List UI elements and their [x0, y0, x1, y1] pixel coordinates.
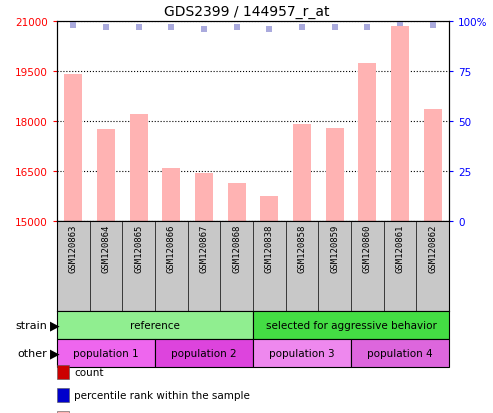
- Bar: [423, 110, 442, 221]
- Text: population 3: population 3: [269, 348, 335, 358]
- Bar: [351, 339, 449, 367]
- Text: GSM120860: GSM120860: [363, 224, 372, 273]
- Bar: [57, 311, 253, 339]
- Point: [200, 26, 208, 33]
- Text: GSM120858: GSM120858: [297, 224, 307, 273]
- Text: population 2: population 2: [171, 348, 237, 358]
- Bar: [228, 183, 246, 221]
- Bar: [326, 128, 344, 221]
- Bar: [65, 75, 82, 221]
- Text: GSM120865: GSM120865: [134, 224, 143, 273]
- Text: count: count: [74, 368, 104, 377]
- Point: [70, 23, 77, 29]
- Bar: [130, 115, 147, 221]
- Point: [168, 25, 176, 31]
- Text: GSM120862: GSM120862: [428, 224, 437, 273]
- Text: population 1: population 1: [73, 348, 139, 358]
- Point: [265, 26, 273, 33]
- Bar: [97, 130, 115, 221]
- Bar: [253, 311, 449, 339]
- Bar: [162, 168, 180, 221]
- Bar: [293, 125, 311, 221]
- Bar: [155, 339, 253, 367]
- Text: other: other: [17, 348, 47, 358]
- Bar: [195, 173, 213, 221]
- Bar: [253, 339, 351, 367]
- Bar: [358, 64, 376, 221]
- Text: GSM120867: GSM120867: [200, 224, 209, 273]
- Point: [396, 21, 404, 27]
- Bar: [391, 27, 409, 221]
- Text: strain: strain: [15, 320, 47, 330]
- Text: GSM120863: GSM120863: [69, 224, 78, 273]
- Point: [363, 25, 371, 31]
- Text: population 4: population 4: [367, 348, 433, 358]
- Text: reference: reference: [130, 320, 180, 330]
- Text: ▶: ▶: [50, 319, 59, 332]
- Point: [233, 25, 241, 31]
- Text: GSM120838: GSM120838: [265, 224, 274, 273]
- Point: [135, 25, 142, 31]
- Bar: [260, 197, 279, 221]
- Text: GSM120861: GSM120861: [395, 224, 404, 273]
- Point: [331, 25, 339, 31]
- Text: GSM120864: GSM120864: [102, 224, 110, 273]
- Point: [429, 23, 437, 29]
- Point: [102, 25, 110, 31]
- Text: ▶: ▶: [50, 347, 59, 360]
- Text: GSM120859: GSM120859: [330, 224, 339, 273]
- Text: percentile rank within the sample: percentile rank within the sample: [74, 390, 250, 400]
- Text: GDS2399 / 144957_r_at: GDS2399 / 144957_r_at: [164, 5, 329, 19]
- Point: [298, 25, 306, 31]
- Bar: [57, 339, 155, 367]
- Text: selected for aggressive behavior: selected for aggressive behavior: [266, 320, 436, 330]
- Text: GSM120868: GSM120868: [232, 224, 241, 273]
- Text: GSM120866: GSM120866: [167, 224, 176, 273]
